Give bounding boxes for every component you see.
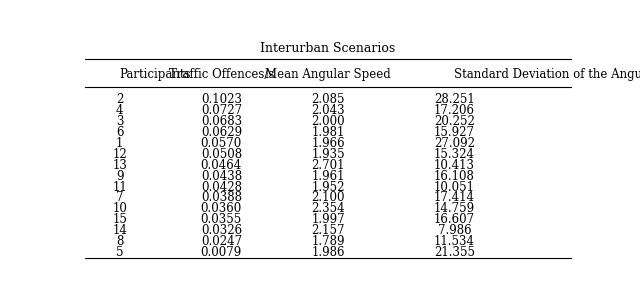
Text: 1.986: 1.986	[311, 246, 345, 259]
Text: 1.789: 1.789	[311, 235, 345, 248]
Text: 28.251: 28.251	[434, 93, 475, 106]
Text: 1.997: 1.997	[311, 213, 345, 226]
Text: 2.701: 2.701	[311, 159, 345, 172]
Text: 11: 11	[112, 181, 127, 194]
Text: Interurban Scenarios: Interurban Scenarios	[260, 42, 396, 55]
Text: 0.0360: 0.0360	[201, 202, 242, 215]
Text: 7.986: 7.986	[438, 224, 471, 237]
Text: Traffic Offences/s: Traffic Offences/s	[169, 68, 274, 81]
Text: 0.0326: 0.0326	[201, 224, 242, 237]
Text: 2.043: 2.043	[311, 104, 345, 117]
Text: 13: 13	[112, 159, 127, 172]
Text: 1.952: 1.952	[311, 181, 345, 194]
Text: 15.927: 15.927	[434, 126, 475, 139]
Text: 1.961: 1.961	[311, 170, 345, 183]
Text: 2.354: 2.354	[311, 202, 345, 215]
Text: 27.092: 27.092	[434, 137, 475, 150]
Text: 2.100: 2.100	[311, 191, 345, 204]
Text: 11.534: 11.534	[434, 235, 475, 248]
Text: Mean Angular Speed: Mean Angular Speed	[265, 68, 391, 81]
Text: 0.0727: 0.0727	[201, 104, 242, 117]
Text: 0.0428: 0.0428	[201, 181, 242, 194]
Text: 0.0683: 0.0683	[201, 115, 242, 128]
Text: 16.607: 16.607	[434, 213, 475, 226]
Text: 2: 2	[116, 93, 124, 106]
Text: 9: 9	[116, 170, 124, 183]
Text: 0.0570: 0.0570	[201, 137, 242, 150]
Text: 1.981: 1.981	[311, 126, 345, 139]
Text: 15: 15	[112, 213, 127, 226]
Text: 17.414: 17.414	[434, 191, 475, 204]
Text: 8: 8	[116, 235, 124, 248]
Text: 2.000: 2.000	[311, 115, 345, 128]
Text: 5: 5	[116, 246, 124, 259]
Text: 21.355: 21.355	[434, 246, 475, 259]
Text: 0.0388: 0.0388	[201, 191, 242, 204]
Text: 12: 12	[112, 148, 127, 161]
Text: 20.252: 20.252	[434, 115, 475, 128]
Text: 15.324: 15.324	[434, 148, 475, 161]
Text: 0.0247: 0.0247	[201, 235, 242, 248]
Text: 0.0508: 0.0508	[201, 148, 242, 161]
Text: 2.085: 2.085	[311, 93, 345, 106]
Text: 0.0079: 0.0079	[201, 246, 242, 259]
Text: 0.0464: 0.0464	[201, 159, 242, 172]
Text: 14.759: 14.759	[434, 202, 475, 215]
Text: 0.0629: 0.0629	[201, 126, 242, 139]
Text: 7: 7	[116, 191, 124, 204]
Text: 10.413: 10.413	[434, 159, 475, 172]
Text: Standard Deviation of the Angular Speed: Standard Deviation of the Angular Speed	[454, 68, 640, 81]
Text: Participants: Participants	[120, 68, 191, 81]
Text: 17.206: 17.206	[434, 104, 475, 117]
Text: 10.051: 10.051	[434, 181, 475, 194]
Text: 16.108: 16.108	[434, 170, 475, 183]
Text: 14: 14	[112, 224, 127, 237]
Text: 4: 4	[116, 104, 124, 117]
Text: 3: 3	[116, 115, 124, 128]
Text: 10: 10	[112, 202, 127, 215]
Text: 0.0355: 0.0355	[201, 213, 242, 226]
Text: 1.966: 1.966	[311, 137, 345, 150]
Text: 6: 6	[116, 126, 124, 139]
Text: 0.1023: 0.1023	[201, 93, 242, 106]
Text: 1: 1	[116, 137, 124, 150]
Text: 2.157: 2.157	[311, 224, 345, 237]
Text: 1.935: 1.935	[311, 148, 345, 161]
Text: 0.0438: 0.0438	[201, 170, 242, 183]
